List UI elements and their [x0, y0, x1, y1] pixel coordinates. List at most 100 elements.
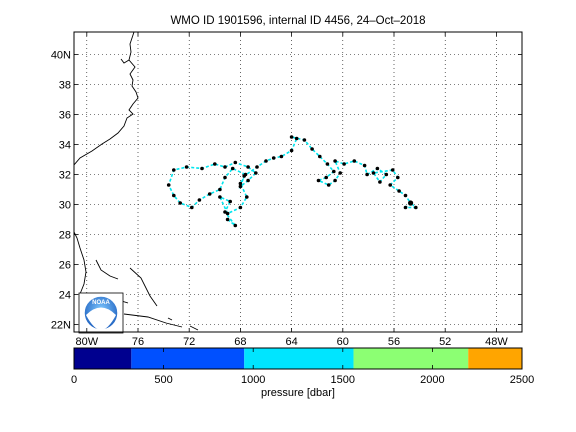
- colorbar-tick-label: 0: [71, 374, 77, 386]
- track-point: [403, 193, 408, 198]
- track-point: [225, 211, 230, 216]
- track-point: [223, 165, 227, 169]
- lat-tick-label: 32: [59, 170, 71, 182]
- track-point: [233, 160, 238, 165]
- lon-tick-label: 64: [285, 336, 297, 348]
- lon-tick-label: 76: [132, 336, 144, 348]
- track-point: [213, 162, 217, 166]
- lat-tick-label: 36: [59, 110, 71, 122]
- bahamas-2: [129, 267, 158, 307]
- track-point: [279, 154, 284, 159]
- colorbar-frame: [73, 347, 523, 370]
- track-point: [190, 205, 194, 210]
- lon-tick-label: 72: [183, 336, 195, 348]
- track-point: [384, 172, 389, 177]
- track-point: [342, 162, 346, 166]
- track-point: [184, 165, 189, 169]
- lon-tick-label: 48W: [485, 336, 508, 348]
- lon-tick-label: 56: [388, 336, 400, 348]
- noaa-logo: NOAA: [78, 292, 124, 334]
- lat-tick-label: 26: [59, 260, 71, 272]
- colorbar-tick-label: 2500: [510, 374, 534, 386]
- track-point: [414, 205, 418, 210]
- track-point: [264, 159, 268, 163]
- track-point: [390, 168, 395, 172]
- cuba-coast: [123, 313, 183, 328]
- lon-tick-label: 80W: [75, 336, 98, 348]
- track-point: [375, 166, 380, 171]
- lat-tick-label: 28: [59, 230, 71, 242]
- track-point: [325, 162, 330, 166]
- colorbar-band: [353, 348, 469, 369]
- track-point: [254, 171, 258, 175]
- track-point: [352, 159, 357, 163]
- track-point: [338, 171, 343, 175]
- track-point: [200, 166, 204, 171]
- colorbar-tick-label: 1500: [331, 374, 355, 386]
- track-point: [388, 183, 393, 187]
- map-frame: [73, 31, 523, 333]
- track-point: [223, 210, 227, 214]
- map-background: [74, 32, 522, 332]
- track-point: [242, 174, 246, 178]
- florida-coast: [74, 231, 87, 295]
- track-last-point: [408, 200, 414, 206]
- map-title: WMO ID 1901596, internal ID 4456, 24–Oct…: [170, 15, 425, 27]
- lat-tick-label: 34: [59, 140, 71, 152]
- track-point: [289, 148, 294, 153]
- lat-tick-label: 24: [59, 290, 71, 302]
- track-point: [238, 184, 243, 189]
- track-point: [371, 171, 376, 175]
- track-point: [172, 193, 176, 198]
- colorbar-band: [74, 348, 132, 369]
- colorbar-tick-label: 1000: [241, 374, 265, 386]
- us-east-coast: [74, 32, 139, 166]
- track-point: [324, 175, 329, 180]
- track-point: [333, 159, 337, 163]
- track-point: [218, 187, 222, 192]
- colorbar: [74, 348, 522, 369]
- track-point: [310, 147, 314, 151]
- lat-tick-label: 40N: [51, 50, 71, 62]
- track-point: [396, 175, 400, 180]
- colorbar-tick-label: 2000: [420, 374, 444, 386]
- colorbar-ticks: 0 500 1000 1500 2000 2500: [71, 348, 534, 386]
- latitude-labels: 22N 24 26 28 30 32 34 36 38 40N: [51, 50, 522, 332]
- track-point: [333, 178, 337, 183]
- track-point: [294, 136, 299, 141]
- lon-tick-label: 60: [337, 336, 349, 348]
- float-track-points: [166, 135, 418, 228]
- colorbar-band: [131, 348, 245, 369]
- colorbar-band: [244, 348, 354, 369]
- noaa-logo-text: NOAA: [92, 300, 110, 306]
- track-point: [378, 180, 382, 184]
- cape-cod-detail: [120, 58, 130, 64]
- track-point: [238, 205, 243, 210]
- track-point: [218, 195, 222, 199]
- lon-tick-label: 68: [234, 336, 246, 348]
- track-point: [228, 199, 232, 204]
- colorbar-tick-label: 500: [154, 374, 172, 386]
- map-grid: [74, 32, 522, 332]
- track-point: [246, 165, 250, 169]
- lat-tick-label: 38: [59, 80, 71, 92]
- track-point: [178, 201, 182, 205]
- track-point: [397, 189, 401, 193]
- track-point: [197, 198, 202, 202]
- lat-tick-label: 22N: [51, 320, 71, 332]
- longitude-labels: 80W 76 72 68 64 60 56 52 48W: [75, 32, 508, 348]
- lon-tick-label: 52: [439, 336, 451, 348]
- track-point: [207, 192, 212, 196]
- track-point: [271, 156, 276, 160]
- track-point: [238, 181, 243, 186]
- track-point: [332, 169, 336, 174]
- track-point: [403, 205, 408, 210]
- track-point: [289, 135, 294, 139]
- track-point: [230, 166, 235, 171]
- colorbar-band: [468, 348, 522, 369]
- track-point: [302, 138, 307, 142]
- track-point: [362, 163, 367, 168]
- track-point: [316, 178, 321, 183]
- track-point: [365, 172, 369, 177]
